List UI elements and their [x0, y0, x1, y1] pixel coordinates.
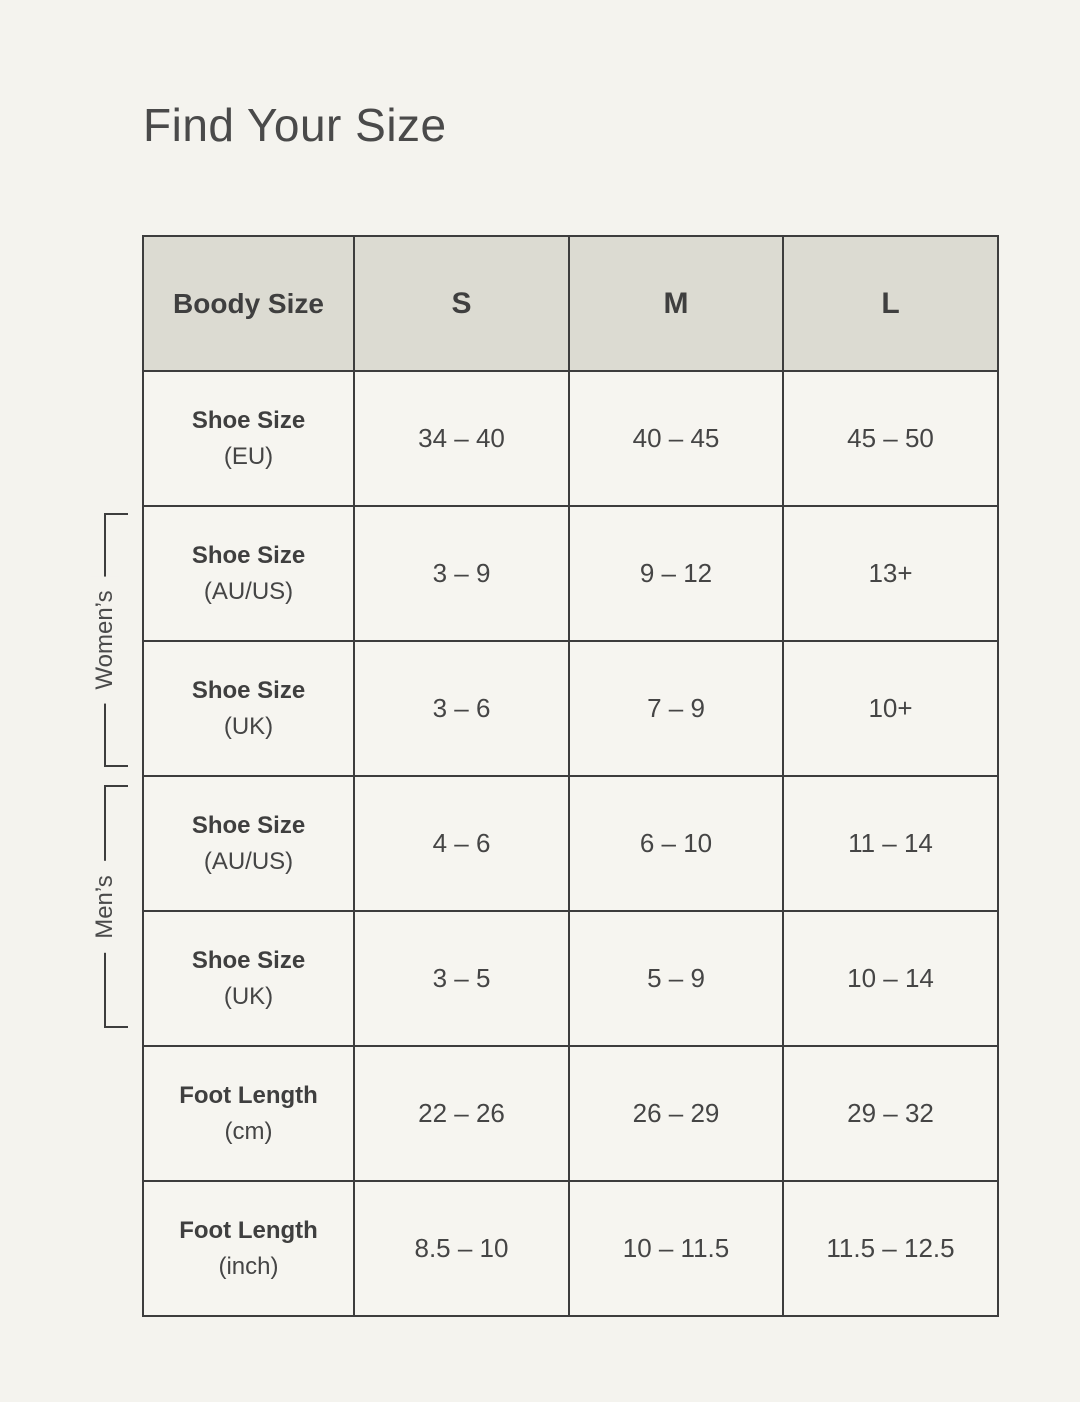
row-header: Foot Length (inch) [142, 1180, 355, 1317]
cell-l: 13+ [782, 505, 999, 642]
cell-l: 10 – 14 [782, 910, 999, 1047]
row-label: Foot Length [179, 1216, 318, 1244]
bracket-tick-top [104, 513, 128, 515]
row-unit: (AU/US) [203, 577, 294, 605]
cell-s: 3 – 5 [353, 910, 570, 1047]
womens-group-bracket: Women’s [91, 513, 128, 767]
row-unit: (UK) [223, 982, 274, 1010]
mens-group-bracket: Men’s [91, 785, 128, 1028]
table-row-shoe-uk-mens: Shoe Size (UK) 3 – 5 5 – 9 10 – 14 [142, 910, 999, 1047]
table-row-shoe-uk-womens: Shoe Size (UK) 3 – 6 7 – 9 10+ [142, 640, 999, 777]
cell-s: 3 – 6 [353, 640, 570, 777]
table-row-shoe-eu: Shoe Size (EU) 34 – 40 40 – 45 45 – 50 [142, 370, 999, 507]
row-label: Foot Length [179, 1081, 318, 1109]
row-unit: (cm) [224, 1117, 273, 1145]
header-row: Boody Size S M L [142, 235, 999, 372]
row-header: Shoe Size (UK) [142, 910, 355, 1047]
header-boody-size: Boody Size [142, 235, 355, 372]
cell-s: 34 – 40 [353, 370, 570, 507]
page-title: Find Your Size [143, 99, 447, 151]
cell-s: 3 – 9 [353, 505, 570, 642]
cell-m: 26 – 29 [568, 1045, 784, 1182]
row-unit: (EU) [223, 442, 274, 470]
row-label: Shoe Size [191, 676, 306, 704]
cell-m: 10 – 11.5 [568, 1180, 784, 1317]
cell-m: 5 – 9 [568, 910, 784, 1047]
header-size-m: M [568, 235, 784, 372]
cell-s: 4 – 6 [353, 775, 570, 912]
cell-l: 29 – 32 [782, 1045, 999, 1182]
row-label: Shoe Size [191, 811, 306, 839]
size-chart-table: Boody Size S M L Shoe Size (EU) 34 – 40 … [142, 235, 999, 1317]
row-label: Shoe Size [191, 541, 306, 569]
row-unit: (inch) [218, 1252, 279, 1280]
cell-s: 8.5 – 10 [353, 1180, 570, 1317]
cell-s: 22 – 26 [353, 1045, 570, 1182]
cell-m: 6 – 10 [568, 775, 784, 912]
row-header: Foot Length (cm) [142, 1045, 355, 1182]
table-row-foot-inch: Foot Length (inch) 8.5 – 10 10 – 11.5 11… [142, 1180, 999, 1317]
cell-l: 45 – 50 [782, 370, 999, 507]
header-size-l: L [782, 235, 999, 372]
bracket-tick-bottom [104, 765, 128, 767]
row-unit: (UK) [223, 712, 274, 740]
cell-m: 9 – 12 [568, 505, 784, 642]
row-header: Shoe Size (AU/US) [142, 775, 355, 912]
row-unit: (AU/US) [203, 847, 294, 875]
womens-group-label: Women’s [91, 576, 119, 704]
cell-l: 10+ [782, 640, 999, 777]
header-size-s: S [353, 235, 570, 372]
mens-group-label: Men’s [91, 860, 119, 953]
table-row-shoe-auus-womens: Shoe Size (AU/US) 3 – 9 9 – 12 13+ [142, 505, 999, 642]
row-header: Shoe Size (UK) [142, 640, 355, 777]
cell-m: 7 – 9 [568, 640, 784, 777]
table-row-foot-cm: Foot Length (cm) 22 – 26 26 – 29 29 – 32 [142, 1045, 999, 1182]
table-row-shoe-auus-mens: Shoe Size (AU/US) 4 – 6 6 – 10 11 – 14 [142, 775, 999, 912]
row-label: Shoe Size [191, 946, 306, 974]
row-header: Shoe Size (AU/US) [142, 505, 355, 642]
cell-l: 11.5 – 12.5 [782, 1180, 999, 1317]
cell-m: 40 – 45 [568, 370, 784, 507]
cell-l: 11 – 14 [782, 775, 999, 912]
bracket-tick-bottom [104, 1026, 128, 1028]
row-label: Shoe Size [191, 406, 306, 434]
row-header: Shoe Size (EU) [142, 370, 355, 507]
bracket-tick-top [104, 785, 128, 787]
